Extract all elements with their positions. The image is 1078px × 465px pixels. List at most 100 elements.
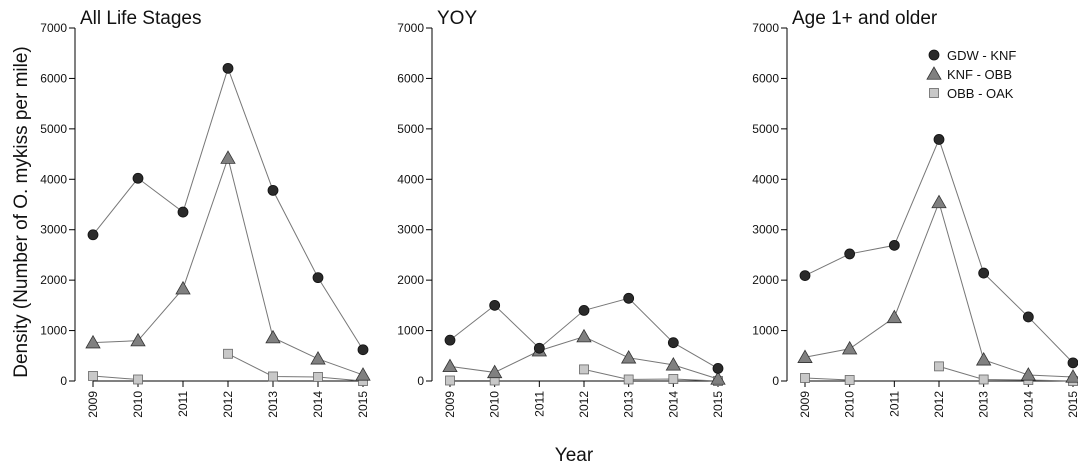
data-point-circle (578, 304, 590, 316)
data-point-circle (623, 292, 635, 304)
data-point-square (313, 372, 323, 382)
data-point-square (579, 364, 589, 375)
data-point-triangle (886, 309, 903, 324)
data-point-triangle (175, 280, 191, 295)
data-point-triangle (1065, 369, 1078, 383)
data-point-triangle (665, 357, 682, 371)
legend-marker (928, 49, 940, 61)
y-tick-label: 5000 (40, 122, 67, 136)
y-axis-label: Density (Number of O. mykiss per mile) (11, 46, 32, 378)
data-point-square (668, 374, 679, 384)
data-point-square (133, 374, 143, 385)
data-point-triangle (442, 358, 458, 373)
x-tick-label: 2013 (266, 391, 280, 418)
y-tick-label: 5000 (397, 122, 424, 136)
data-point-triangle (265, 329, 281, 344)
y-tick-label: 4000 (40, 172, 67, 186)
series-line-3 (583, 368, 719, 382)
y-tick-label: 5000 (752, 122, 779, 136)
y-tick-label: 0 (60, 374, 67, 388)
x-axis-label: Year (555, 445, 594, 465)
data-point-triangle (355, 367, 371, 381)
data-point-circle (357, 344, 369, 356)
x-tick-label: 2010 (843, 391, 857, 418)
data-point-square (223, 348, 233, 359)
data-point-circle (489, 299, 501, 311)
series-line-3 (92, 375, 139, 380)
series-line-3 (938, 365, 1074, 382)
panel-title: All Life Stages (80, 8, 201, 29)
panel-title: Age 1+ and older (792, 8, 938, 29)
legend-label: KNF - OBB (947, 67, 1012, 82)
data-point-square (934, 361, 944, 372)
data-point-circle (312, 272, 324, 284)
x-tick-label: 2015 (1066, 391, 1078, 418)
data-point-circle (799, 270, 811, 282)
data-point-triangle (620, 349, 637, 364)
y-tick-label: 0 (417, 374, 424, 388)
data-point-triangle (975, 352, 992, 366)
data-point-circle (1067, 357, 1078, 369)
data-point-circle (978, 267, 990, 279)
data-point-triangle (1020, 367, 1037, 381)
y-tick-label: 4000 (397, 172, 424, 186)
x-tick-label: 2013 (977, 391, 991, 418)
y-tick-label: 6000 (397, 71, 424, 85)
data-point-square (623, 374, 634, 385)
panel-2: YOY 0 1000 2000 3000 4000 5000 6000 7000 2009 2010… (397, 8, 726, 418)
panel-3: Age 1+ and older 0 1000 2000 3000 4000 5000 600… (752, 8, 1078, 418)
x-tick-label: 2012 (221, 391, 235, 418)
data-point-triangle (931, 194, 947, 209)
x-tick-label: 2011 (887, 391, 901, 417)
legend: GDW - KNF KNF - OBB OBB - OAK (926, 48, 1016, 101)
data-point-triangle (797, 349, 813, 363)
data-point-circle (132, 172, 144, 184)
y-tick-label: 7000 (752, 21, 779, 35)
x-tick-label: 2012 (932, 391, 946, 418)
data-point-triangle (710, 371, 726, 385)
y-tick-label: 0 (772, 374, 779, 388)
data-point-circle (667, 337, 679, 349)
data-point-circle (712, 362, 724, 374)
data-point-triangle (486, 364, 503, 379)
y-tick-label: 1000 (752, 324, 779, 338)
panel-title: YOY (437, 8, 477, 29)
x-tick-label: 2010 (131, 391, 145, 418)
y-tick-label: 7000 (40, 21, 67, 35)
data-point-triangle (310, 351, 326, 365)
panel-1: All Life Stages 0 1000 2000 3000 4000 5000 6000… (40, 8, 371, 418)
y-tick-label: 3000 (40, 223, 67, 237)
x-tick-label: 2011 (176, 391, 190, 417)
data-point-square (445, 375, 455, 386)
x-tick-label: 2010 (488, 391, 502, 418)
y-tick-label: 2000 (397, 273, 424, 287)
legend-marker (929, 88, 939, 98)
series-line-3 (227, 353, 364, 382)
y-tick-label: 6000 (752, 71, 779, 85)
data-point-circle (87, 229, 99, 241)
legend-label: OBB - OAK (947, 86, 1014, 101)
x-tick-label: 2014 (311, 391, 325, 418)
data-point-square (844, 375, 855, 385)
y-tick-label: 3000 (752, 223, 779, 237)
data-point-square (978, 374, 989, 385)
data-point-triangle (130, 332, 146, 347)
x-tick-label: 2009 (443, 391, 457, 418)
y-tick-label: 2000 (40, 273, 67, 287)
x-tick-label: 2013 (622, 391, 636, 418)
x-tick-label: 2011 (532, 391, 546, 417)
data-point-triangle (576, 328, 592, 343)
series-line-1 (92, 66, 364, 350)
x-tick-label: 2015 (356, 391, 370, 418)
y-tick-label: 3000 (397, 223, 424, 237)
data-point-square (88, 371, 98, 381)
data-point-circle (444, 334, 456, 346)
data-point-circle (222, 62, 234, 74)
y-tick-label: 7000 (397, 21, 424, 35)
data-point-triangle (85, 334, 101, 349)
data-point-circle (933, 134, 945, 145)
data-point-square (268, 371, 278, 382)
x-tick-label: 2009 (86, 391, 100, 418)
data-point-square (800, 373, 810, 383)
